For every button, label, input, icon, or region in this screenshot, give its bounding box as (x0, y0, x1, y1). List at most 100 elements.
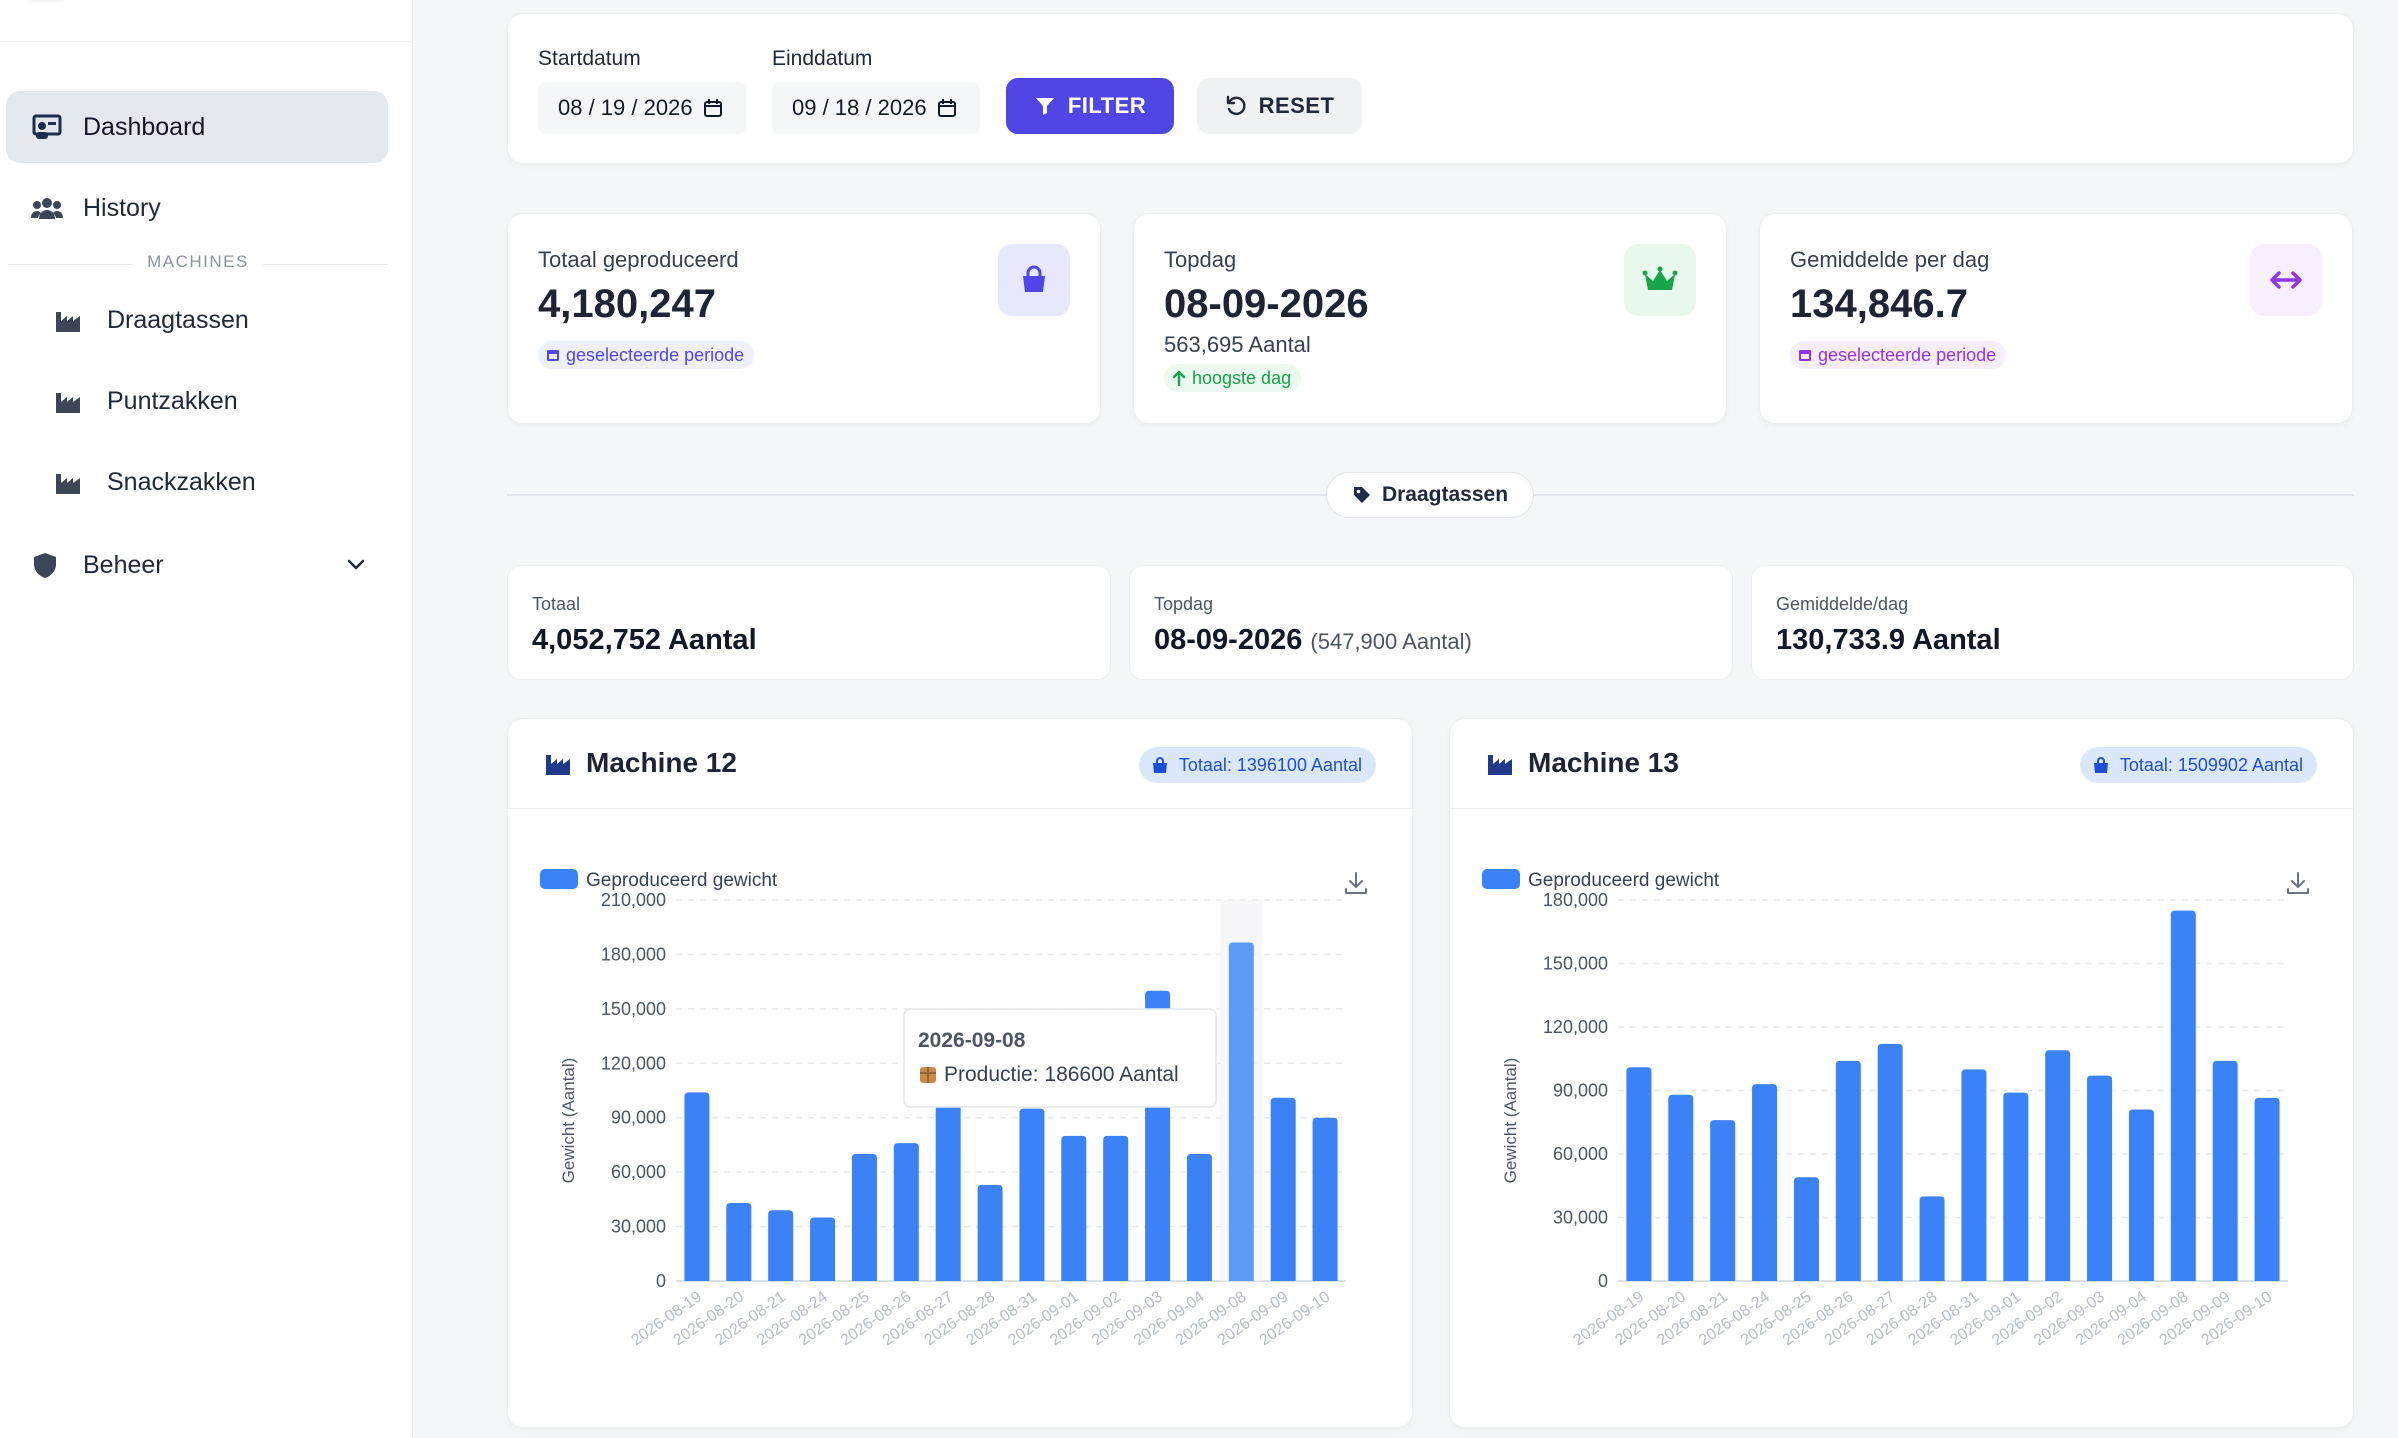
summary-title: Totaal geproduceerd (538, 247, 739, 272)
section-label-machines: MACHINES (8, 252, 388, 276)
y-tick-label: 90,000 (1553, 1081, 1608, 1101)
industry-icon (546, 755, 570, 775)
industry-icon (56, 312, 80, 332)
bar-chart-machine-12[interactable]: Geproduceerd gewicht 0 30,000 60,000 90,000 1… (508, 809, 1414, 1429)
pill-label: geselecteerde periode (566, 344, 745, 365)
arrows-horizontal-icon (2270, 271, 2302, 289)
sidebar-header (0, 0, 413, 42)
start-date-value: 08 / 19 / 2026 (558, 95, 693, 120)
start-date-input[interactable]: 08 / 19 / 2026 (538, 82, 746, 134)
bar (893, 1143, 919, 1281)
summary-value: 4,180,247 (538, 282, 716, 326)
undo-icon (1226, 95, 1246, 116)
section-chip-label: Draagtassen (1381, 483, 1509, 506)
download-icon-path (2287, 872, 2309, 894)
legend-swatch (540, 869, 578, 889)
package-icon-lines (920, 1067, 936, 1083)
bar (1752, 1084, 1778, 1281)
y-tick-label: 150,000 (1543, 954, 1608, 974)
chevron-down-icon[interactable] (346, 557, 366, 573)
industry-icon (1488, 755, 1512, 775)
shopping-bag-icon (1152, 757, 1167, 773)
bar (1961, 1069, 1987, 1281)
shopping-bag-icon (2093, 757, 2108, 773)
legend-swatch (1482, 869, 1520, 889)
stat-label: Gemiddelde/dag (1776, 594, 1909, 614)
pill-label: hoogste dag (1192, 367, 1292, 388)
reset-button[interactable]: RESET (1197, 78, 1362, 134)
crown-icon (1642, 266, 1678, 290)
bar (1019, 1108, 1045, 1281)
industry-icon (56, 474, 80, 494)
bar (2128, 1109, 2154, 1281)
calendar-icon[interactable] (937, 98, 957, 118)
download-icon[interactable] (2287, 872, 2309, 894)
summary-title: Gemiddelde per dag (1790, 247, 1990, 272)
summary-card-topdag: Topdag 08-09-2026 563,695 Aantal hoogste… (1133, 213, 1727, 424)
section-chip-draagtassen: Draagtassen (1326, 472, 1534, 518)
bar-chart-machine-13[interactable]: Geproduceerd gewicht 0 30,000 60,000 90,000 1… (1450, 809, 2355, 1429)
arrow-up-icon (1172, 370, 1186, 386)
bar (1228, 942, 1254, 1281)
stat-label: Topdag (1154, 594, 1214, 614)
summary-value: 134,846.7 (1790, 282, 1968, 326)
sidebar-item-puntzakken[interactable]: Puntzakken (6, 373, 388, 433)
bar (684, 1092, 710, 1281)
chart-header: Machine 13 Totaal: 1509902 Aantal (1450, 719, 2353, 809)
bar (2254, 1097, 2280, 1281)
end-date-value: 09 / 18 / 2026 (792, 95, 927, 120)
bar (726, 1202, 752, 1281)
sidebar-item-history[interactable]: History (6, 172, 388, 244)
bar (1835, 1060, 1861, 1281)
total-badge-label: Totaal: 1509902 Aantal (2119, 754, 2303, 775)
legend-label: Geproduceerd gewicht (586, 870, 778, 891)
reset-button-label: RESET (1258, 93, 1335, 118)
stat-card-total: Totaal 4,052,752 Aantal (507, 565, 1111, 680)
logo-stub (22, 0, 72, 2)
sidebar-item-label: Draagtassen (107, 306, 249, 334)
sidebar-item-snackzakken[interactable]: Snackzakken (6, 454, 388, 514)
bar (1186, 1154, 1212, 1281)
y-tick-label: 30,000 (1553, 1208, 1608, 1228)
summary-card-total: Totaal geproduceerd 4,180,247 geselectee… (507, 213, 1101, 424)
end-date-input[interactable]: 09 / 18 / 2026 (772, 82, 980, 134)
summary-subvalue: 563,695 Aantal (1164, 332, 1311, 357)
download-icon[interactable] (1345, 872, 1367, 894)
bar (1877, 1043, 1903, 1281)
bar (2045, 1050, 2071, 1281)
bar (1103, 1135, 1129, 1281)
bar (935, 1094, 961, 1281)
bar (1061, 1135, 1087, 1281)
y-tick-label: 120,000 (1543, 1017, 1608, 1037)
bar (977, 1184, 1003, 1281)
bar (810, 1217, 836, 1281)
bar (1626, 1067, 1652, 1281)
sidebar-item-label: Puntzakken (107, 387, 238, 415)
total-badge: Totaal: 1396100 Aantal (1138, 747, 1376, 783)
y-axis-label: Gewicht (Aantal) (1501, 1058, 1520, 1184)
bar (2087, 1075, 2113, 1281)
industry-icon (56, 393, 80, 413)
chart-card-machine-12: Machine 12 Totaal: 1396100 Aantal Geprod… (507, 718, 1413, 1428)
shopping-bag-icon (1023, 265, 1045, 292)
calendar-icon (1799, 350, 1811, 361)
sidebar-item-label: Snackzakken (107, 468, 256, 496)
calendar-icon[interactable] (703, 98, 723, 118)
y-tick-label: 0 (1598, 1271, 1608, 1291)
total-badge: Totaal: 1509902 Aantal (2079, 747, 2317, 783)
bar (1919, 1196, 1945, 1281)
bar (1270, 1097, 1296, 1281)
filter-button[interactable]: FILTER (1006, 78, 1174, 134)
sidebar-item-dashboard[interactable]: Dashboard (6, 91, 388, 163)
y-tick-label: 180,000 (1543, 890, 1608, 910)
bar (1793, 1177, 1819, 1281)
sidebar-item-draagtassen[interactable]: Draagtassen (6, 292, 388, 352)
filter-button-label: FILTER (1067, 93, 1147, 118)
stat-value: 4,052,752 Aantal (532, 624, 757, 656)
end-date-label: Einddatum (772, 47, 873, 70)
y-tick-label: 90,000 (611, 1108, 666, 1128)
y-tick-label: 210,000 (601, 890, 666, 910)
stat-card-topdag: Topdag 08-09-2026 (547,900 Aantal) (1129, 565, 1733, 680)
tooltip-box (903, 1008, 1217, 1108)
sidebar-item-beheer[interactable]: Beheer (6, 529, 388, 601)
